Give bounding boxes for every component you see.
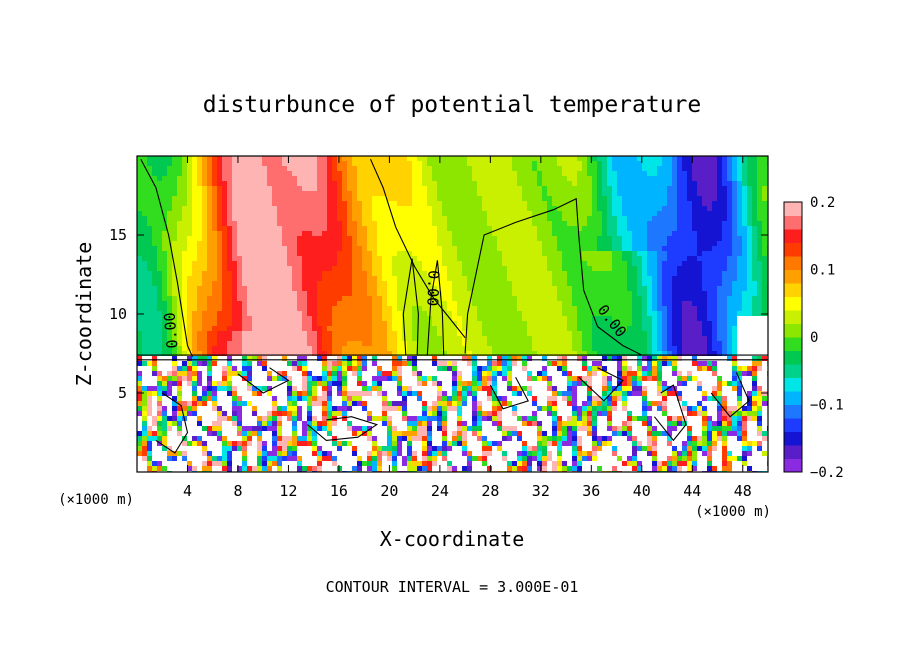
contour-line (402, 258, 419, 356)
colorbar-swatch (784, 418, 802, 432)
contour-line (155, 392, 189, 454)
colorbar-swatch (784, 256, 802, 270)
colorbar-swatch (784, 364, 802, 378)
colorbar-swatch (784, 310, 802, 324)
contour-interval-note: CONTOUR INTERVAL = 3.000E-01 (326, 578, 579, 596)
x-tick-label: 12 (279, 482, 297, 500)
x-tick-label: 40 (633, 482, 651, 500)
x-tick-label: 20 (380, 482, 398, 500)
colorbar-swatch (784, 458, 802, 473)
colorbar-swatch (784, 296, 802, 311)
colorbar-tick-label: −0.2 (810, 465, 844, 481)
x-tick-label: 36 (582, 482, 600, 500)
colorbar-swatch (784, 283, 802, 297)
colorbar-tick-label: 0 (810, 330, 818, 346)
contour-line (578, 367, 624, 402)
contour-line (237, 367, 290, 394)
colorbar-swatch (784, 215, 802, 230)
y-axis: 5 10 15 (109, 226, 768, 402)
x-tick-label: 28 (481, 482, 499, 500)
colorbar (784, 202, 802, 473)
contour-line (369, 158, 466, 339)
colorbar-swatch (784, 323, 802, 338)
colorbar-swatch (784, 242, 802, 257)
contour-label: 0.00 (160, 312, 181, 350)
heatmap-field (137, 156, 768, 472)
colorbar-swatch (784, 229, 802, 243)
x-axis-unit: (×1000 m) (695, 504, 771, 520)
x-tick-label: 8 (233, 482, 242, 500)
x-tick-label: 16 (330, 482, 348, 500)
colorbar-tick-label: 0.1 (810, 263, 835, 279)
colorbar-swatch (784, 445, 802, 459)
colorbar-tick-label: 0.2 (810, 195, 835, 211)
contour-lines (137, 158, 768, 454)
colorbar-tick-label: −0.1 (810, 398, 844, 414)
chart-title: disturbunce of potential temperature (203, 92, 702, 118)
colorbar-swatch (784, 404, 802, 419)
y-tick-label: 10 (109, 305, 127, 323)
contour-line (140, 158, 194, 357)
colorbar-swatch (784, 350, 802, 365)
contour-line (653, 384, 687, 442)
y-axis-label: Z-coordinate (72, 242, 96, 387)
x-axis: 4 8 12 16 20 24 28 32 36 40 44 48 (183, 156, 752, 500)
contour-label: 0.00 (423, 270, 442, 307)
colorbar-swatch (784, 269, 802, 284)
colorbar-swatch (784, 391, 802, 405)
y-tick-label: 5 (118, 384, 127, 402)
colorbar-swatch (784, 377, 802, 392)
colorbar-swatch (784, 337, 802, 351)
colorbar-swatch (784, 202, 802, 216)
contour-line (426, 260, 445, 356)
contour-line (307, 416, 379, 441)
contour-line (710, 372, 750, 418)
contour-line (464, 197, 643, 356)
y-axis-unit: (×1000 m) (58, 492, 134, 508)
colorbar-frame (783, 201, 803, 473)
x-tick-label: 48 (734, 482, 752, 500)
x-axis-label: X-coordinate (380, 527, 525, 551)
contour-line (489, 376, 529, 410)
y-tick-label: 15 (109, 226, 127, 244)
colorbar-ticks: 0.2 0.1 0 −0.1 −0.2 (810, 195, 844, 481)
colorbar-swatch (784, 431, 802, 446)
x-tick-label: 44 (683, 482, 701, 500)
x-tick-label: 32 (532, 482, 550, 500)
x-tick-label: 4 (183, 482, 192, 500)
x-tick-label: 24 (431, 482, 449, 500)
